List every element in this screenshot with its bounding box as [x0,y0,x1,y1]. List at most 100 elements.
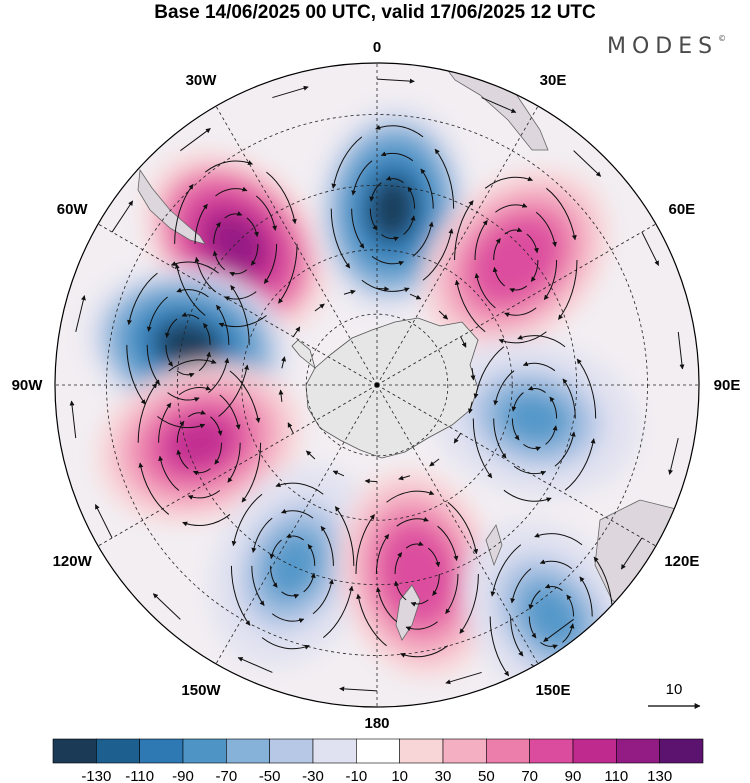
colorbar-cell [226,738,270,764]
streamline [224,211,243,219]
streamline [192,468,211,476]
streamline [528,616,537,639]
streamline [490,544,522,597]
streamline [167,392,200,402]
flow-arrow [364,478,378,484]
colorbar-cell [529,738,574,764]
flow-arrow [152,593,181,620]
streamline [146,344,160,385]
flow-arrow [470,368,476,381]
streamline [564,438,596,491]
streamline [385,175,404,184]
streamline [472,418,493,479]
streamline [219,394,241,430]
streamline [216,304,230,345]
streamline [474,273,496,309]
latitude-circle [241,249,513,521]
streamline [535,211,557,248]
colorbar-label: -70 [215,768,237,783]
colorbar-label: -90 [172,768,194,783]
streamline [513,465,547,476]
streamline [246,217,259,238]
streamline [545,425,558,445]
streamline [281,508,314,519]
streamline [523,443,541,452]
streamline [459,573,479,634]
colorbar-label: 90 [565,768,582,783]
streamline [510,568,532,604]
lon-label-150w: 150W [181,682,221,699]
streamline [218,364,249,417]
colorbar-label: 70 [521,768,538,783]
flow-arrow [75,295,86,332]
flow-arrow [668,438,679,475]
anomaly-low-weddell [313,102,471,315]
streamline [566,594,575,617]
longitude-labels: 0 30E 60E 90E 120E 150E 180 150W 120W 90W 60W 30W [12,39,741,732]
anomaly-contour [487,232,545,288]
anomaly-low-south-pacific [208,464,377,668]
streamline [534,532,583,546]
streamline [355,514,375,574]
streamline [334,506,355,566]
streamline [432,573,440,596]
lon-label-150e: 150E [535,682,570,699]
streamline [158,402,172,443]
streamline [229,370,261,423]
colorbar-cell [312,738,357,764]
flow-arrow [445,671,482,685]
colorbar-cell [442,738,487,764]
flow-arrow [94,504,113,539]
streamline [263,243,278,284]
streamline [504,227,523,235]
streamline [371,255,405,266]
colorbar-cell [182,738,227,764]
streamline [251,517,273,553]
streamline [474,220,488,261]
streamline [194,256,216,293]
streamline [231,493,263,547]
streamline [356,593,387,647]
flow-arrow [376,78,415,84]
streamline [509,285,528,293]
streamline [554,431,576,467]
streamline [213,221,221,244]
streamline [208,357,230,394]
flow-arrow [272,85,309,99]
streamline [493,370,515,406]
streamline [562,378,576,419]
anomaly-contour [167,417,231,468]
colorbar-label: -130 [81,768,111,783]
map-title: Base 14/06/2025 00 UTC, valid 17/06/2025… [154,2,596,23]
latitude-circle [305,313,449,457]
streamline [412,221,434,257]
anomaly-contour [207,215,265,273]
streamline [188,410,206,418]
flow-arrow [409,293,422,300]
anomaly-high-south-pacific-east [95,361,303,524]
colorbar-cell [616,738,660,764]
lon-label-0: 0 [373,39,381,56]
streamline [539,559,573,570]
flow-arrow [180,128,211,152]
colorbar-cell [52,738,97,764]
streamline [396,516,429,527]
lon-label-120e: 120E [664,553,699,570]
anomaly-contour [156,320,220,370]
flow-arrow [438,310,449,320]
anomaly-contour [392,542,442,606]
streamline [400,645,449,658]
lon-label-30w: 30W [186,72,218,89]
lon-label-60w: 60W [57,201,89,218]
streamline [275,482,324,495]
colorbar-label: -50 [259,768,281,783]
flow-arrow [641,231,660,266]
streamline [386,490,435,503]
map-disk [55,63,699,707]
streamline [176,420,185,443]
anomaly-contour [368,176,417,241]
streamline [218,315,267,328]
streamline [394,552,403,574]
colorbar-label: 130 [647,768,672,783]
